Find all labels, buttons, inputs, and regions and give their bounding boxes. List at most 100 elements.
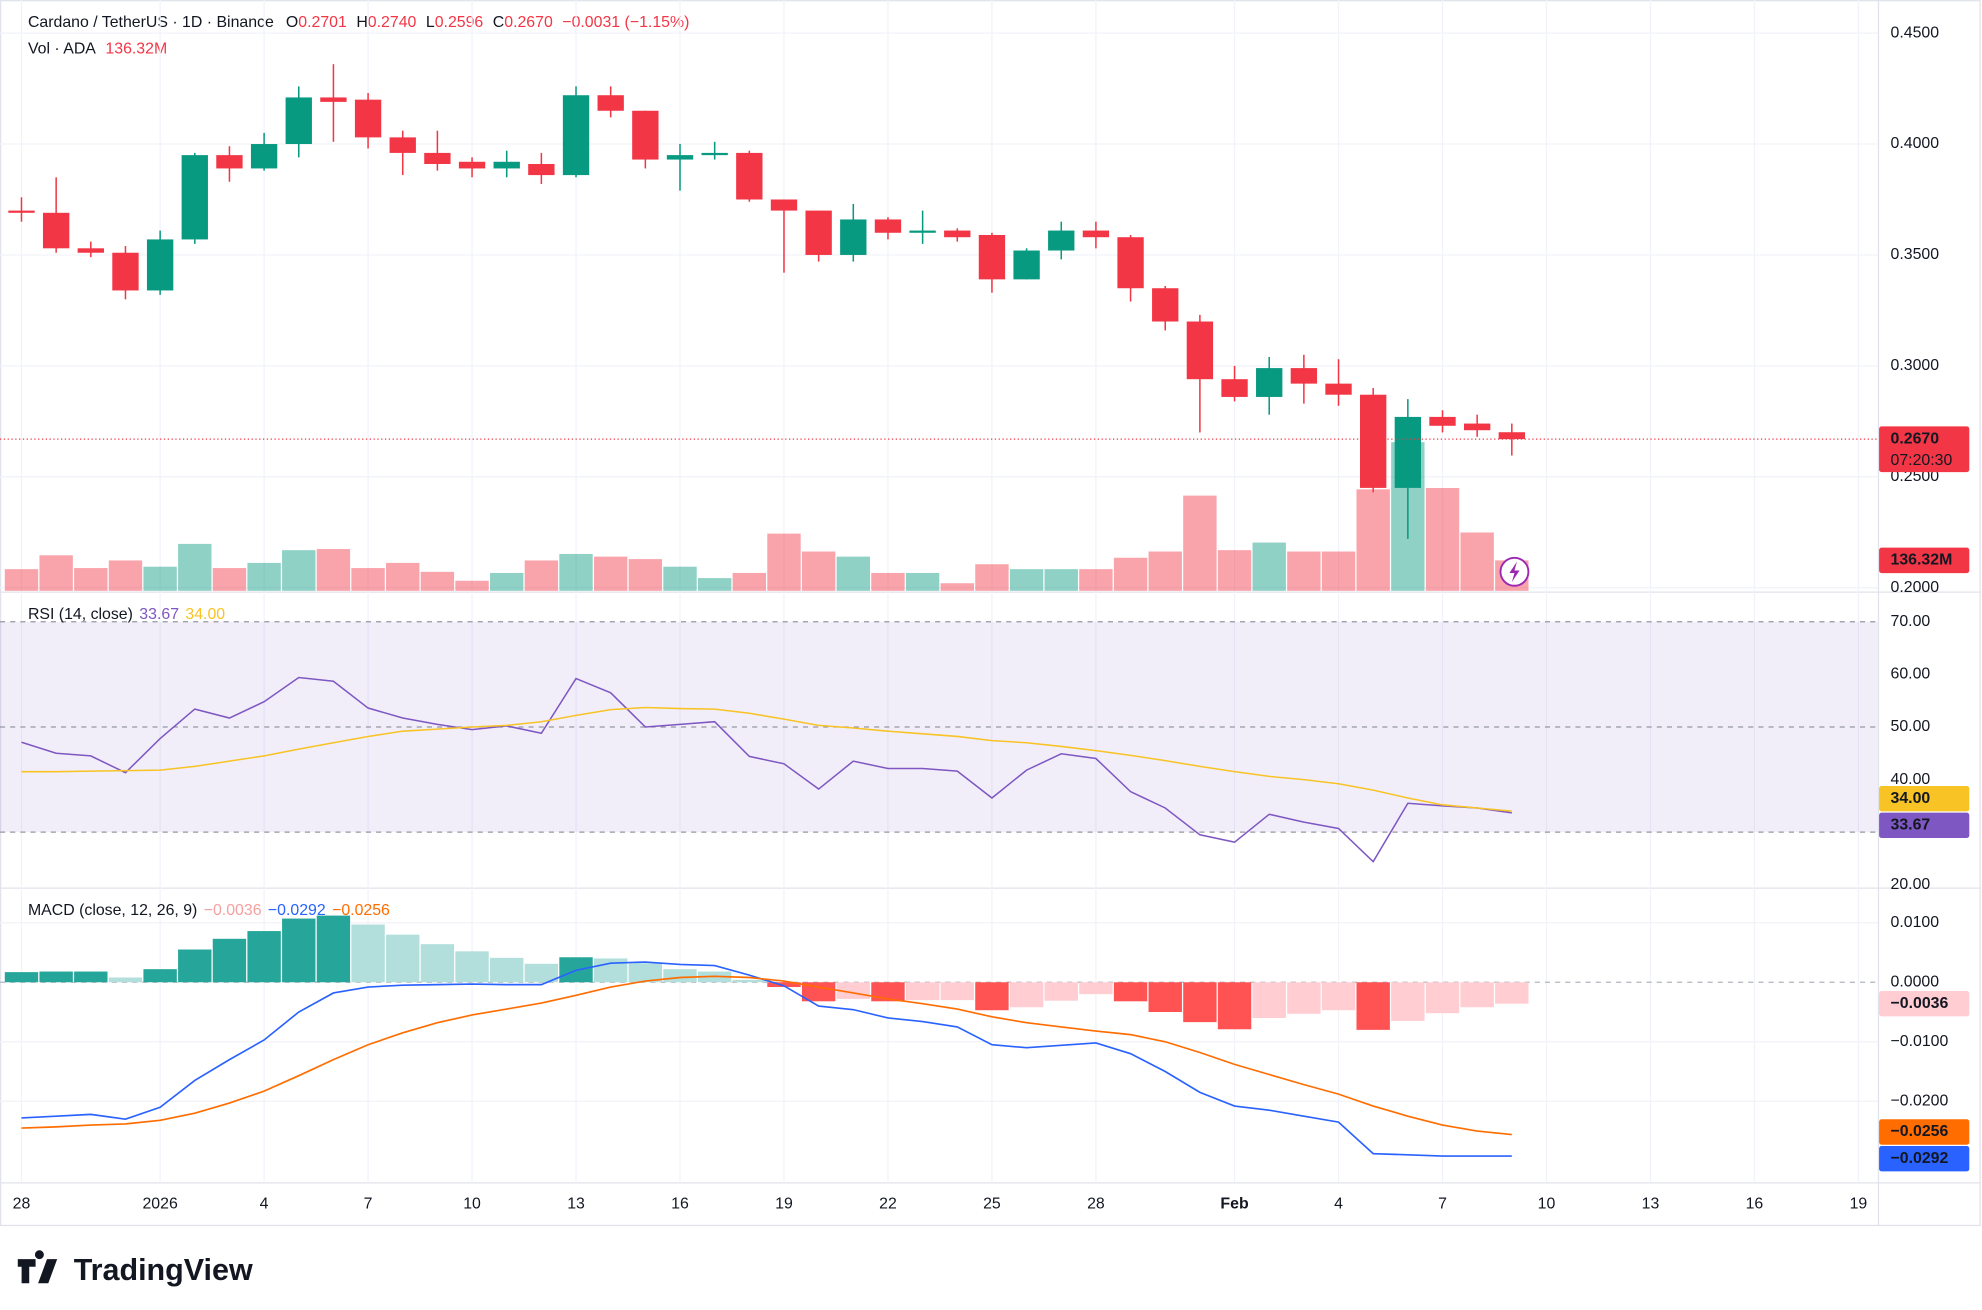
histogram-bar <box>1425 982 1460 1014</box>
legend-value: −0.0036 <box>204 902 262 919</box>
candle-body <box>909 230 936 233</box>
candle-body <box>666 155 694 160</box>
histogram-bar <box>1321 982 1356 1011</box>
value-tag-label: −0.0256 <box>1891 1123 1949 1140</box>
histogram-bar <box>524 963 559 983</box>
volume-tag-label: 136.32M <box>1891 552 1953 569</box>
last-price-label: 0.2670 <box>1891 430 1940 447</box>
x-tick-label: 25 <box>983 1196 1001 1213</box>
histogram-bar <box>1287 982 1321 1014</box>
volume-bar <box>212 568 247 591</box>
candle-body <box>1048 230 1075 251</box>
symbol: Cardano / TetherUS · 1D · Binance <box>28 14 274 31</box>
volume-bar <box>871 572 905 591</box>
histogram-bar <box>247 931 281 983</box>
x-tick-label: 4 <box>260 1196 269 1213</box>
volume-bar <box>143 566 177 591</box>
candle-body <box>597 95 624 111</box>
candle-body <box>181 155 208 240</box>
volume-bar <box>1425 488 1460 591</box>
histogram-bar <box>282 918 316 983</box>
histogram-bar <box>1113 982 1148 1002</box>
y-tick-label: 50.00 <box>1891 718 1931 735</box>
histogram-bar <box>143 969 177 983</box>
candle-body <box>562 95 590 176</box>
x-tick-label: Feb <box>1220 1196 1249 1213</box>
volume-bar <box>4 569 39 591</box>
value-tag <box>1879 990 1970 1017</box>
volume-bar <box>1356 489 1390 591</box>
y-tick-label: 0.0100 <box>1891 914 1940 931</box>
volume-bar <box>1287 551 1321 591</box>
candle-body <box>1290 368 1318 384</box>
candle-body <box>1429 416 1456 426</box>
ohlc-key: H <box>356 14 367 31</box>
ohlc-value: 0.2740 <box>368 14 417 31</box>
volume-bar <box>1044 569 1078 591</box>
legend-value: −0.0292 <box>268 902 326 919</box>
volume-bar <box>351 568 385 591</box>
candle-body <box>1463 423 1491 431</box>
volume-bar <box>1079 569 1113 591</box>
candle-body <box>77 248 104 253</box>
histogram-bar <box>1044 982 1078 1001</box>
histogram-bar <box>178 949 212 983</box>
volume-bar <box>697 578 732 591</box>
candle-body <box>8 210 35 213</box>
plot: 28 2026 4 7 10 13 16 19 22 25 28 Feb 4 7 10 13 16 19 0.450… <box>0 0 1970 1213</box>
volume-bar <box>74 568 108 591</box>
volume-bar <box>732 572 767 591</box>
y-tick-label: −0.0200 <box>1891 1092 1949 1109</box>
candle-body <box>320 97 347 102</box>
last-price-tag <box>1879 426 1970 473</box>
y-tick-label: 0.3500 <box>1891 246 1940 263</box>
candle-body <box>978 234 1006 280</box>
candle-body <box>146 239 174 291</box>
volume-bar <box>316 549 351 591</box>
volume-bar <box>663 566 697 591</box>
volume-value: 136.32M <box>105 41 167 58</box>
header-line: Cardano / TetherUS · 1D · Binance O0.270… <box>28 14 689 31</box>
value-tag <box>1879 785 1970 812</box>
x-tick-label: 16 <box>1746 1196 1764 1213</box>
candle-body <box>1186 321 1214 380</box>
volume-bar <box>940 583 974 591</box>
histogram-bar <box>732 979 767 983</box>
candle-body <box>389 137 416 153</box>
candle-body <box>770 199 798 211</box>
histogram-bar <box>767 982 801 988</box>
ohlc-key: O <box>286 14 298 31</box>
y-tick-label: 40.00 <box>1891 771 1931 788</box>
volume-bar <box>1321 551 1356 591</box>
volume-bar <box>1148 551 1182 591</box>
histogram-bar <box>940 982 974 1001</box>
countdown: 07:20:30 <box>1891 452 1953 469</box>
candle-body <box>1013 250 1040 280</box>
indicator-line <box>21 975 1512 1136</box>
volume-bar <box>1113 557 1148 591</box>
legend-value: 34.00 <box>185 606 225 623</box>
change: −0.0031 (−1.15%) <box>562 14 689 31</box>
histogram-bar <box>1079 982 1113 995</box>
volume-bar <box>559 553 593 591</box>
histogram-bar <box>663 969 697 983</box>
candle-body <box>250 144 278 169</box>
ohlc-key: C <box>493 14 504 31</box>
volume-bar <box>108 560 143 591</box>
volume-bar <box>1460 532 1494 591</box>
candle-body <box>1394 416 1422 488</box>
ohlc-value: 0.2670 <box>504 14 553 31</box>
histogram-bar <box>1148 982 1182 1013</box>
x-tick-label: 10 <box>1538 1196 1556 1213</box>
candle-body <box>1152 288 1179 322</box>
histogram-bar <box>1183 982 1217 1023</box>
histogram-bar <box>39 971 73 983</box>
candle-body <box>1325 383 1352 395</box>
labels-layer: 28 2026 4 7 10 13 16 19 22 25 28 Feb 4 7 10 13 16 19 0.450… <box>13 24 1970 1213</box>
indicator-line <box>21 961 1512 1157</box>
value-tag <box>1879 1145 1970 1172</box>
x-tick-label: 13 <box>567 1196 585 1213</box>
brand: TradingView <box>17 1250 253 1287</box>
candle-body <box>701 152 728 156</box>
legend-value: 33.67 <box>139 606 179 623</box>
